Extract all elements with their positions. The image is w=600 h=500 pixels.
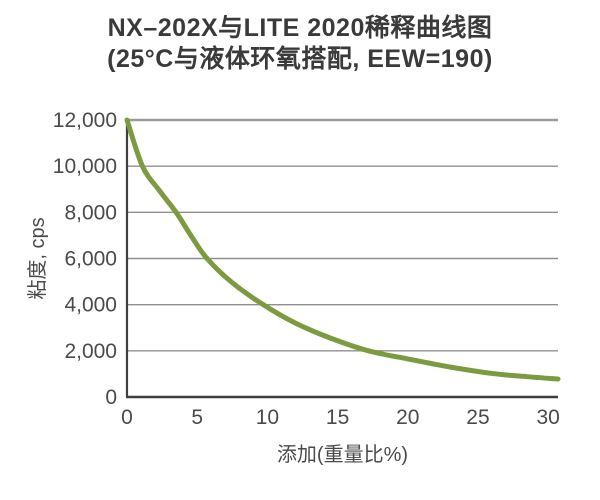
x-tick-label: 15 <box>326 406 349 429</box>
y-tick-label: 6,000 <box>64 248 117 271</box>
chart-title: NX–202X与LITE 2020稀释曲线图 <box>107 14 493 42</box>
y-tick-label: 8,000 <box>64 201 117 224</box>
y-tick-label: 2,000 <box>64 340 117 363</box>
y-tick-label: 4,000 <box>64 294 117 317</box>
y-tick-label: 10,000 <box>53 155 117 178</box>
chart-subtitle: (25°C与液体环氧搭配, EEW=190) <box>107 45 493 73</box>
x-tick-labels: 0 5 10 15 20 25 30 <box>121 406 560 429</box>
dilution-curve <box>124 117 561 382</box>
y-axis-title: 粘度, cps <box>26 217 49 299</box>
chart-header: NX–202X与LITE 2020稀释曲线图 (25°C与液体环氧搭配, EEW… <box>0 13 600 75</box>
y-tick-label: 12,000 <box>53 109 117 132</box>
x-tick-label: 20 <box>396 406 419 429</box>
x-axis-title: 添加(重量比%) <box>277 443 408 466</box>
x-tick-label: 10 <box>256 406 279 429</box>
horizontal-gridlines <box>127 118 558 352</box>
y-tick-label: 0 <box>105 386 117 409</box>
y-tick-labels: 0 2,000 4,000 6,000 8,000 10,000 12,000 <box>53 109 117 409</box>
x-tick-label: 25 <box>466 406 489 429</box>
x-tick-label: 0 <box>121 406 133 429</box>
x-tick-label: 5 <box>191 406 203 429</box>
x-tick-label: 30 <box>536 406 559 429</box>
